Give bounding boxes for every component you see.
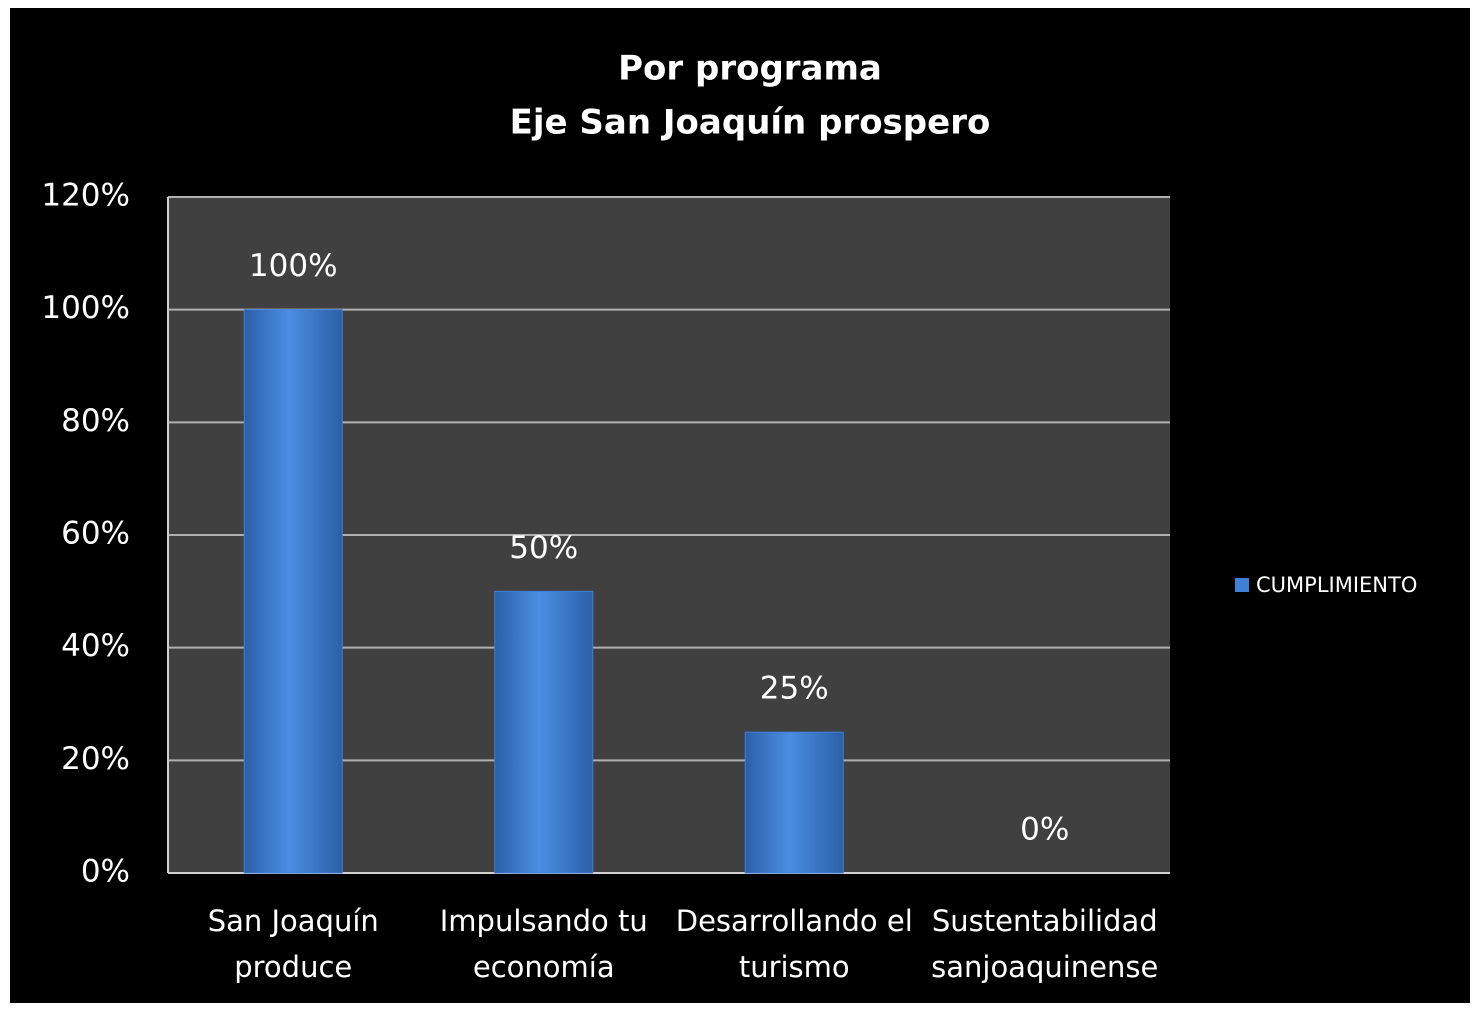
x-tick-label: Impulsando tu economía <box>439 904 648 984</box>
legend-label: CUMPLIMIENTO <box>1256 573 1417 597</box>
y-tick-label: 120% <box>41 178 130 214</box>
data-label: 25% <box>760 671 829 707</box>
data-label: 100% <box>249 248 338 284</box>
y-tick-label: 0% <box>81 854 130 890</box>
y-tick-label: 20% <box>61 741 130 777</box>
y-tick-label: 40% <box>61 628 130 664</box>
data-label: 0% <box>1020 812 1069 848</box>
x-tick-label: Desarrollando el turismo <box>675 904 913 984</box>
chart-subtitle: Eje San Joaquín prospero <box>510 103 991 143</box>
x-tick-label: Sustentabilidad sanjoaquinense <box>931 904 1159 984</box>
y-tick-label: 80% <box>61 403 130 439</box>
bar <box>744 731 844 874</box>
y-tick-label: 100% <box>41 290 130 326</box>
legend-swatch <box>1235 578 1249 592</box>
y-tick-label: 60% <box>61 516 130 552</box>
bar <box>243 309 343 874</box>
data-label: 50% <box>509 530 578 566</box>
bar <box>494 590 594 874</box>
chart-title: Por programa <box>618 49 882 89</box>
x-tick-label: San Joaquín produce <box>207 904 379 984</box>
